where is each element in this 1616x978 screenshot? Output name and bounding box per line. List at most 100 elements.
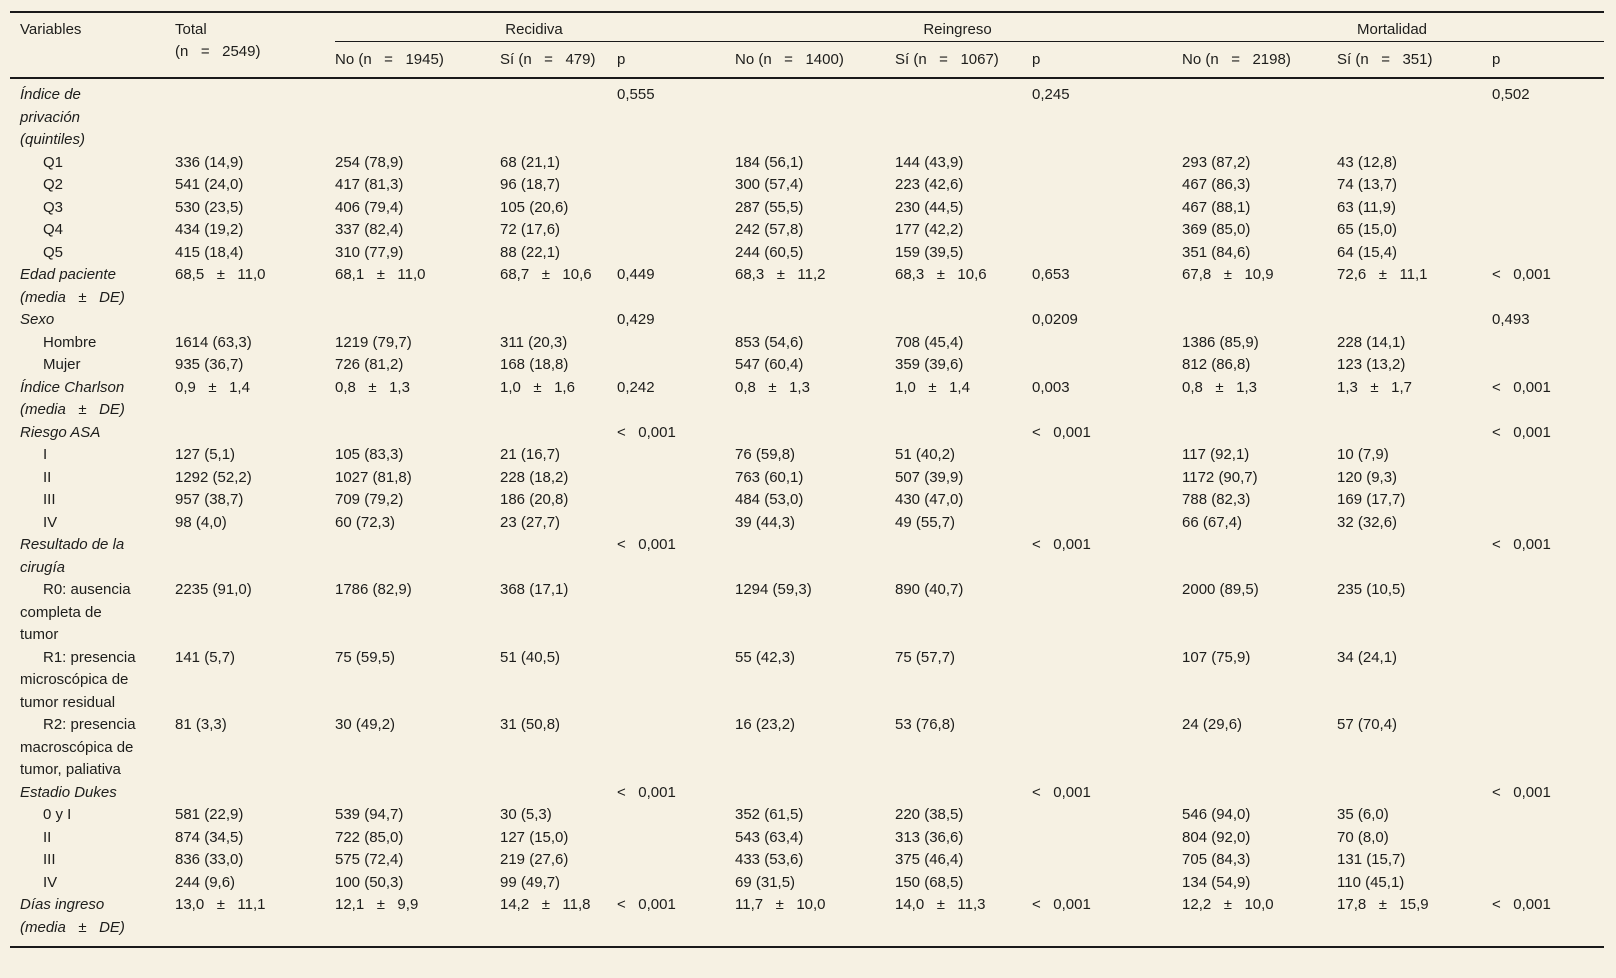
recidiva-p-cell: 0,242 <box>617 378 655 396</box>
mortalidad-si-cell: 17,8 ± 15,9 <box>1337 894 1493 948</box>
mortalidad-no-cell: 788 (82,3) <box>1182 491 1251 508</box>
recidiva-no-cell <box>335 422 500 445</box>
reingreso-no-cell: 1294 (59,3) <box>735 581 812 598</box>
mortalidad-si-cell: 123 (13,2) <box>1337 356 1406 373</box>
reingreso-p-cell <box>1032 444 1182 467</box>
total-cell <box>175 78 335 152</box>
mortalidad-p-cell <box>1492 219 1604 242</box>
reingreso-p-cell <box>1032 872 1182 895</box>
reingreso-no-cell: 184 (56,1) <box>735 153 804 171</box>
mortalidad-p-cell: < 0,001 <box>1492 783 1551 801</box>
reingreso-si-cell <box>895 422 1032 445</box>
recidiva-p-cell: < 0,001 <box>617 783 676 801</box>
mortalidad-p-cell <box>1492 647 1604 715</box>
group-header-reingreso: Reingreso <box>735 12 1183 42</box>
reingreso-si-cell: 313 (36,6) <box>895 828 964 846</box>
recidiva-no-cell: 1219 (79,7) <box>335 333 412 351</box>
recidiva-si-cell <box>500 782 617 805</box>
reingreso-si-cell: 375 (46,4) <box>895 851 964 868</box>
recidiva-p-cell <box>617 219 735 242</box>
recidiva-no-cell: 1786 (82,9) <box>335 581 412 598</box>
recidiva-si-cell <box>500 78 617 152</box>
reingreso-p-cell <box>1032 647 1182 715</box>
recidiva-si-cell: 68,7 ± 10,6 <box>500 266 592 283</box>
row-label: Hombre <box>43 333 97 351</box>
reingreso-no-cell <box>735 534 895 579</box>
table-row: IV 98 (4,0) 60 (72,3) 23 (27,7) 39 (44,3) 49 … <box>10 512 1604 535</box>
mortalidad-si-cell: 63 (11,9) <box>1337 198 1396 216</box>
recidiva-p-cell: < 0,001 <box>617 894 735 948</box>
mortalidad-si-cell <box>1337 534 1492 579</box>
reingreso-no-cell: 242 (57,8) <box>735 221 804 238</box>
mortalidad-no-cell: 1172 (90,7) <box>1182 468 1258 486</box>
recidiva-no-cell: 575 (72,4) <box>335 851 404 868</box>
table-row: Días ingreso (media ± DE) 13,0 ± 11,1 12,1… <box>10 894 1605 948</box>
recidiva-no-cell: 539 (94,7) <box>335 806 404 823</box>
reingreso-si-cell: 177 (42,2) <box>895 221 964 238</box>
reingreso-si-cell: 359 (39,6) <box>895 356 964 373</box>
recidiva-no-cell: 1027 (81,8) <box>335 468 412 486</box>
mortalidad-no-cell: 67,8 ± 10,9 <box>1182 266 1274 283</box>
total-cell <box>175 309 335 332</box>
recidiva-si-cell: 228 (18,2) <box>500 468 569 486</box>
col-header-recidiva-p: p <box>617 41 735 79</box>
recidiva-si-cell: 311 (20,3) <box>500 333 568 351</box>
reingreso-si-cell <box>895 534 1032 579</box>
group-header-recidiva: Recidiva <box>335 12 735 42</box>
recidiva-no-cell: 30 (49,2) <box>335 716 396 733</box>
reingreso-si-cell: 68,3 ± 10,6 <box>895 266 987 283</box>
total-cell <box>175 534 335 579</box>
mortalidad-si-cell: 74 (13,7) <box>1337 176 1398 193</box>
recidiva-p-cell <box>617 714 735 782</box>
table-row: R1: presencia microscópica de tumor resi… <box>10 647 1604 715</box>
reingreso-no-cell: 352 (61,5) <box>735 806 804 823</box>
row-label: 0 y I <box>43 806 72 823</box>
table-head: Variables Total (n = 2549) Recidiva Rein… <box>10 12 1605 79</box>
mortalidad-p-cell <box>1492 872 1604 895</box>
table-row: Q1 336 (14,9) 254 (78,9) 68 (21,1) 184 (56,1… <box>10 152 1604 175</box>
recidiva-si-cell: 1,0 ± 1,6 <box>500 378 575 396</box>
reingreso-no-cell: 547 (60,4) <box>735 356 804 373</box>
mortalidad-si-cell: 32 (32,6) <box>1337 513 1398 531</box>
total-cell: 581 (22,9) <box>175 806 244 823</box>
recidiva-p-cell: 0,555 <box>617 86 655 103</box>
clinical-table: Variables Total (n = 2549) Recidiva Rein… <box>10 11 1605 948</box>
recidiva-si-cell: 105 (20,6) <box>500 198 569 216</box>
recidiva-si-cell: 72 (17,6) <box>500 221 561 238</box>
reingreso-p-cell <box>1032 174 1182 197</box>
col-header-mortalidad-p: p <box>1492 41 1605 79</box>
row-label: IV <box>43 513 58 531</box>
reingreso-si-cell: 890 (40,7) <box>895 581 964 598</box>
mortalidad-p-cell <box>1492 332 1604 355</box>
reingreso-no-cell <box>735 78 895 152</box>
recidiva-p-cell: < 0,001 <box>617 423 676 441</box>
mortalidad-no-cell: 134 (54,9) <box>1182 873 1251 891</box>
recidiva-si-cell <box>500 534 617 579</box>
total-cell <box>175 782 335 805</box>
col-header-reingreso-p: p <box>1032 41 1183 79</box>
table-row: Índice Charlson (media ± DE) 0,9 ± 1,4 0,8… <box>10 377 1604 422</box>
row-label: R1: presencia microscópica de tumor resi… <box>20 648 136 711</box>
col-header-recidiva-no: No (n = 1945) <box>335 41 500 79</box>
reingreso-no-cell: 484 (53,0) <box>735 491 804 508</box>
mortalidad-no-cell: 24 (29,6) <box>1182 716 1243 733</box>
row-label: R2: presencia macroscópica de tumor, pal… <box>20 716 136 778</box>
total-cell: 2235 (91,0) <box>175 581 252 598</box>
table-row: 0 y I 581 (22,9) 539 (94,7) 30 (5,3) 352 (61… <box>10 804 1604 827</box>
reingreso-si-cell: 51 (40,2) <box>895 446 956 463</box>
total-cell: 1292 (52,2) <box>175 468 252 486</box>
reingreso-p-cell <box>1032 849 1182 872</box>
mortalidad-no-cell: 467 (86,3) <box>1182 176 1251 193</box>
mortalidad-no-cell: 12,2 ± 10,0 <box>1182 894 1338 948</box>
recidiva-no-cell <box>335 782 500 805</box>
recidiva-no-cell: 0,8 ± 1,3 <box>335 378 410 396</box>
table-row: Q5 415 (18,4) 310 (77,9) 88 (22,1) 244 (60,5… <box>10 242 1604 265</box>
col-header-mortalidad-no: No (n = 2198) <box>1182 41 1338 79</box>
recidiva-si-cell: 21 (16,7) <box>500 446 561 463</box>
recidiva-p-cell <box>617 242 735 265</box>
recidiva-si-cell: 88 (22,1) <box>500 243 561 261</box>
mortalidad-no-cell: 293 (87,2) <box>1182 153 1251 171</box>
mortalidad-si-cell: 120 (9,3) <box>1337 468 1398 486</box>
reingreso-no-cell <box>735 782 895 805</box>
recidiva-p-cell <box>617 872 735 895</box>
